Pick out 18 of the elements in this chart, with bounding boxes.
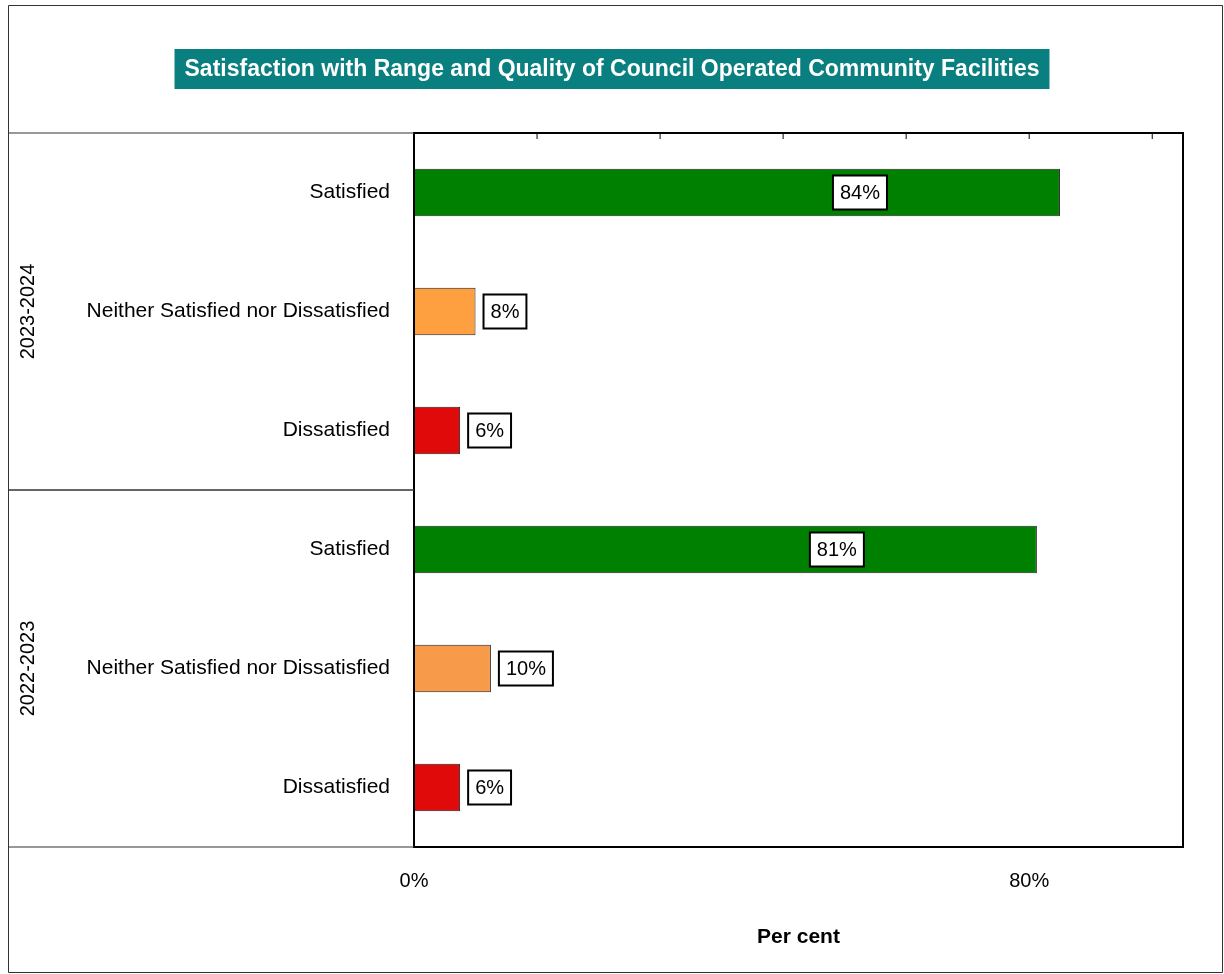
- y-tick-label: Dissatisfied: [282, 774, 390, 798]
- data-label: 84%: [839, 181, 881, 204]
- y-tick-label: Neither Satisfied nor Dissatisfied: [86, 298, 390, 322]
- y-tick-label: Satisfied: [309, 179, 390, 203]
- data-label: 10%: [505, 657, 547, 680]
- x-tick-label: 80%: [1009, 868, 1050, 891]
- y-tick-label: Neither Satisfied nor Dissatisfied: [86, 655, 390, 679]
- text: 2023-2024: [15, 263, 38, 360]
- x-tick-label: 0%: [399, 868, 429, 891]
- data-label: 6%: [475, 419, 505, 442]
- x-axis-title: Per cent: [757, 924, 840, 948]
- data-label: 81%: [816, 538, 858, 561]
- data-label: 6%: [475, 776, 505, 799]
- text: 2022-2023: [15, 620, 38, 717]
- chart-title: Satisfaction with Range and Quality of Council Operated Community Facilities: [184, 55, 1040, 82]
- data-label: 8%: [490, 300, 520, 323]
- y-tick-label: Satisfied: [309, 536, 390, 560]
- y-tick-label: Dissatisfied: [282, 417, 390, 441]
